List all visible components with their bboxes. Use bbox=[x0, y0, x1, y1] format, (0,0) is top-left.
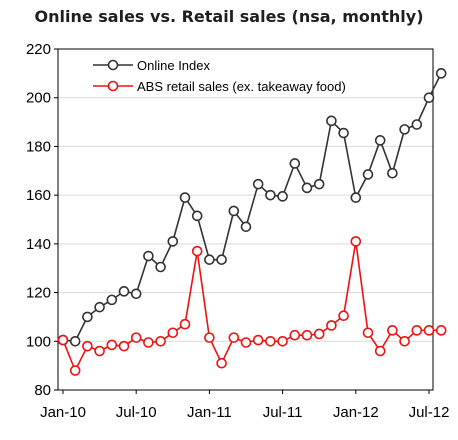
data-point bbox=[338, 127, 349, 139]
data-point bbox=[301, 329, 313, 341]
data-point bbox=[240, 337, 252, 348]
data-point bbox=[399, 124, 410, 135]
legend-label-abs-retail-sales: ABS retail sales (ex. takeaway food) bbox=[137, 79, 346, 94]
data-point bbox=[167, 236, 179, 247]
data-point bbox=[216, 254, 227, 265]
data-point bbox=[362, 327, 374, 339]
data-point bbox=[301, 182, 313, 194]
y-tick-label: 140 bbox=[26, 236, 51, 253]
legend-label-online-index: Online Index bbox=[137, 58, 210, 73]
data-point bbox=[350, 192, 362, 203]
data-point bbox=[118, 286, 130, 297]
data-point bbox=[326, 320, 337, 331]
data-point bbox=[69, 365, 81, 376]
data-point bbox=[277, 191, 288, 202]
data-point bbox=[94, 345, 105, 357]
data-point bbox=[399, 335, 410, 347]
data-point bbox=[265, 335, 276, 347]
data-point bbox=[240, 221, 252, 233]
data-point bbox=[289, 329, 301, 341]
data-point bbox=[130, 332, 142, 343]
data-point bbox=[435, 68, 447, 79]
legend-swatch-marker bbox=[107, 80, 119, 92]
data-point bbox=[362, 169, 374, 180]
data-point bbox=[216, 357, 227, 369]
y-tick-label: 180 bbox=[26, 138, 51, 155]
plot-area-frame bbox=[57, 48, 434, 391]
x-tick-label: Jul-12 bbox=[409, 404, 450, 421]
data-point bbox=[82, 340, 93, 352]
data-point bbox=[130, 288, 142, 300]
data-point bbox=[313, 178, 325, 190]
legend: Online Index ABS retail sales (ex. takea… bbox=[93, 58, 346, 94]
y-tick-label: 160 bbox=[26, 187, 51, 204]
data-point bbox=[411, 325, 423, 336]
data-point bbox=[423, 325, 435, 336]
data-point bbox=[374, 135, 386, 146]
y-tick-label: 100 bbox=[26, 333, 51, 350]
data-point bbox=[435, 325, 447, 336]
data-point bbox=[338, 310, 349, 322]
data-point bbox=[155, 335, 166, 347]
x-axis: Jan-10 Jul-10 Jan-11 Jul-11 Jan-12 Jul-12 bbox=[40, 390, 449, 421]
series-lines bbox=[57, 68, 447, 376]
chart-title: Online sales vs. Retail sales (nsa, mont… bbox=[34, 7, 424, 26]
data-point bbox=[228, 205, 240, 217]
data-point bbox=[387, 325, 398, 336]
data-point bbox=[94, 301, 105, 313]
data-point bbox=[69, 335, 81, 347]
data-point bbox=[252, 334, 264, 346]
data-point bbox=[191, 210, 203, 222]
data-point bbox=[411, 119, 423, 130]
x-tick-label: Jan-11 bbox=[187, 404, 232, 421]
data-point bbox=[374, 345, 386, 357]
legend-swatch-marker bbox=[107, 59, 119, 71]
data-point bbox=[118, 340, 130, 352]
data-point bbox=[423, 92, 435, 104]
x-tick-label: Jan-12 bbox=[333, 404, 379, 421]
y-tick-label: 120 bbox=[26, 285, 51, 302]
data-point bbox=[106, 294, 118, 306]
data-point bbox=[191, 245, 203, 257]
x-tick-label: Jul-10 bbox=[116, 404, 157, 421]
data-point bbox=[252, 178, 264, 190]
data-point bbox=[326, 115, 337, 127]
data-point bbox=[204, 254, 215, 265]
data-point bbox=[204, 332, 215, 343]
data-point bbox=[143, 337, 154, 348]
data-point bbox=[313, 328, 325, 340]
data-point bbox=[387, 167, 398, 179]
data-point bbox=[155, 261, 166, 273]
data-point bbox=[179, 318, 191, 330]
series-line-online-index bbox=[62, 73, 442, 343]
gridlines bbox=[58, 97, 433, 342]
y-tick-label: 80 bbox=[34, 382, 51, 399]
x-tick-label: Jul-11 bbox=[263, 404, 303, 421]
data-point bbox=[106, 339, 118, 351]
data-point bbox=[228, 332, 240, 343]
y-axis: 80 100 120 140 160 180 200 220 bbox=[26, 41, 58, 399]
data-point bbox=[57, 334, 69, 346]
y-tick-label: 200 bbox=[26, 90, 51, 107]
data-point bbox=[179, 192, 191, 203]
x-tick-label: Jan-10 bbox=[40, 404, 86, 421]
data-point bbox=[265, 189, 276, 201]
data-point bbox=[277, 335, 288, 347]
data-point bbox=[167, 327, 179, 339]
y-tick-label: 220 bbox=[26, 41, 51, 58]
data-point bbox=[82, 311, 93, 323]
data-point bbox=[289, 158, 301, 169]
data-point bbox=[350, 236, 362, 247]
data-point bbox=[143, 250, 154, 262]
